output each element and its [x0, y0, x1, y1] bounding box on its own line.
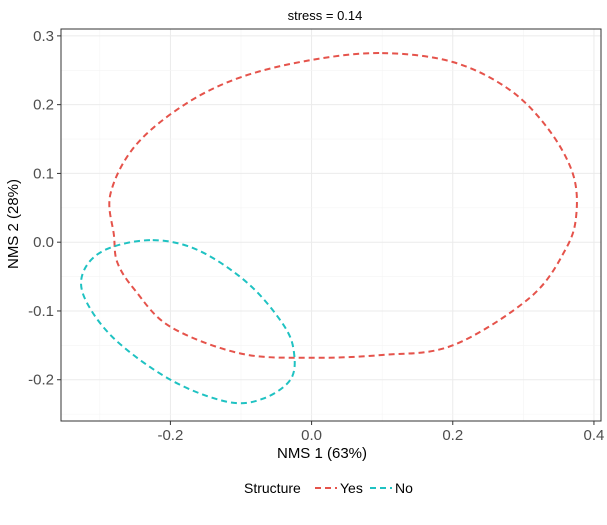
grid-layer	[61, 29, 601, 421]
legend-label-yes: Yes	[340, 480, 363, 496]
y-tick-label: -0.1	[28, 303, 54, 320]
y-tick-label: 0.0	[33, 234, 54, 251]
x-tick-label: -0.2	[157, 427, 183, 444]
plot-panel	[61, 29, 601, 421]
x-tick-label: 0.2	[442, 427, 463, 444]
tick-layer: -0.2 0.0 0.2 0.4 -0.2 -0.1 0.0 0.1 0.2 0.3	[28, 28, 604, 444]
chart-title: stress = 0.14	[288, 8, 363, 23]
y-tick-label: 0.3	[33, 28, 54, 45]
y-axis-title: NMS 2 (28%)	[5, 179, 22, 269]
legend-items: Yes No	[315, 480, 413, 496]
y-tick-label: -0.2	[28, 372, 54, 389]
ellipse-yes	[108, 52, 578, 359]
plot-border	[60, 28, 602, 422]
legend: Structure Yes No	[244, 480, 413, 496]
y-tick-label: 0.2	[33, 97, 54, 114]
legend-title: Structure	[244, 480, 301, 496]
ellipse-no	[80, 239, 296, 405]
x-axis-title: NMS 1 (63%)	[277, 445, 367, 462]
x-tick-label: 0.0	[301, 427, 322, 444]
y-tick-label: 0.1	[33, 165, 54, 182]
series-layer	[80, 52, 578, 405]
legend-label-no: No	[395, 480, 413, 496]
x-tick-label: 0.4	[584, 427, 605, 444]
